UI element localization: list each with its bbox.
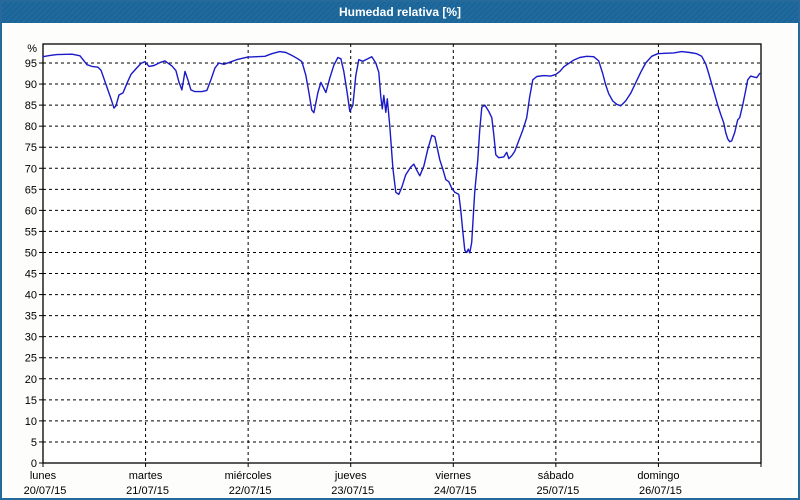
y-tick-label: 60 (25, 205, 37, 217)
x-date-label: 21/07/15 (126, 485, 169, 497)
x-date-label: 24/07/15 (434, 485, 477, 497)
x-date-label: 23/07/15 (331, 485, 374, 497)
x-day-label: miércoles (225, 470, 273, 482)
humidity-line (42, 50, 761, 254)
y-axis-labels: 0 5 10 15 20 25 30 35 40 45 50 55 60 65 70 75 80 85 90 95% (25, 43, 43, 470)
x-date-label: 26/07/15 (639, 485, 682, 497)
y-tick-label: 50 (25, 247, 37, 259)
y-tick-label: 45 (25, 269, 37, 281)
x-day-label: martes (129, 470, 163, 482)
y-tick-label: 30 (25, 332, 37, 344)
y-tick-label: 80 (25, 121, 37, 133)
y-tick-label: 55 (25, 226, 37, 238)
x-date-label: 22/07/15 (229, 485, 272, 497)
plot-background (43, 44, 761, 463)
y-tick-label: 75 (25, 142, 37, 154)
x-date-label: 25/07/15 (536, 485, 579, 497)
window-title-bar: Humedad relativa [%] (2, 2, 798, 23)
y-tick-label: 35 (25, 311, 37, 323)
plot-border (42, 43, 762, 464)
y-tick-label: 5 (31, 437, 37, 449)
y-tick-label: 85 (25, 100, 37, 112)
x-axis-labels: lunes 20/07/15 martes 21/07/15 miércoles 22/0… (24, 470, 682, 497)
y-tick-label: 95 (25, 58, 37, 70)
y-tick-label: 0 (31, 458, 37, 470)
y-axis-unit-label: % (27, 43, 37, 55)
x-day-label: domingo (637, 470, 679, 482)
y-tick-label: 20 (25, 374, 37, 386)
y-tick-label: 65 (25, 184, 37, 196)
y-tick-label: 40 (25, 290, 37, 302)
y-tick-label: 10 (25, 416, 37, 428)
x-day-label: jueves (334, 470, 367, 482)
y-tick-label: 90 (25, 79, 37, 91)
x-date-label: 20/07/15 (24, 485, 67, 497)
x-day-label: lunes (30, 470, 57, 482)
y-tick-label: 25 (25, 353, 37, 365)
y-tick-label: 70 (25, 163, 37, 175)
x-day-label: sábado (538, 470, 574, 482)
x-day-label: viernes (436, 470, 472, 482)
x-axis-ticks (42, 463, 762, 467)
x-gridlines (145, 44, 659, 463)
y-tick-label: 15 (25, 395, 37, 407)
